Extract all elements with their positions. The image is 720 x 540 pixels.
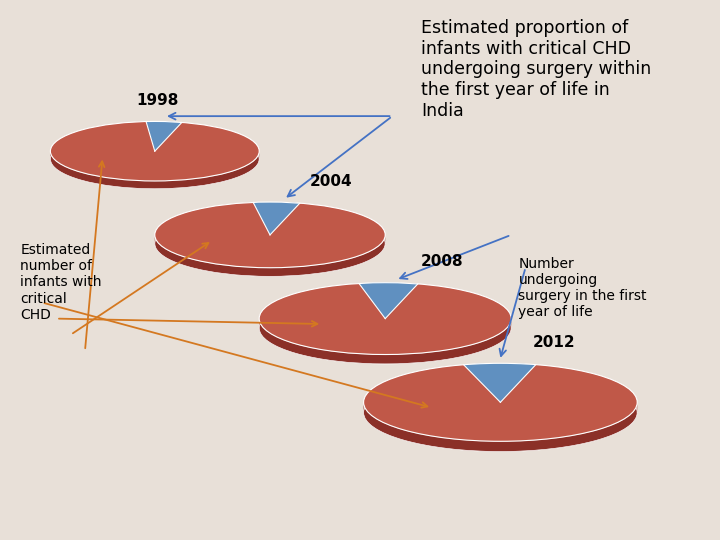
- Text: Estimated
number of
infants with
critical
CHD: Estimated number of infants with critica…: [20, 243, 102, 322]
- Polygon shape: [259, 284, 511, 354]
- Text: 2008: 2008: [421, 254, 464, 269]
- Polygon shape: [50, 151, 259, 189]
- Ellipse shape: [364, 374, 637, 451]
- Polygon shape: [146, 122, 182, 151]
- Polygon shape: [464, 363, 536, 402]
- Polygon shape: [253, 202, 300, 212]
- Polygon shape: [464, 363, 536, 375]
- Text: 2012: 2012: [533, 335, 575, 350]
- Polygon shape: [259, 319, 511, 364]
- Polygon shape: [155, 235, 385, 276]
- Ellipse shape: [155, 211, 385, 276]
- Polygon shape: [359, 283, 418, 319]
- Polygon shape: [364, 402, 637, 451]
- Text: 2004: 2004: [310, 173, 352, 188]
- Polygon shape: [253, 202, 300, 235]
- Polygon shape: [50, 122, 259, 181]
- Text: Estimated proportion of
infants with critical CHD
undergoing surgery within
the : Estimated proportion of infants with cri…: [421, 19, 652, 120]
- Polygon shape: [146, 122, 182, 130]
- Polygon shape: [155, 202, 385, 268]
- Ellipse shape: [50, 129, 259, 189]
- Polygon shape: [364, 364, 637, 441]
- Text: 1998: 1998: [137, 93, 179, 108]
- Text: Number
undergoing
surgery in the first
year of life: Number undergoing surgery in the first y…: [518, 256, 647, 319]
- Polygon shape: [359, 283, 418, 293]
- Ellipse shape: [259, 292, 511, 364]
